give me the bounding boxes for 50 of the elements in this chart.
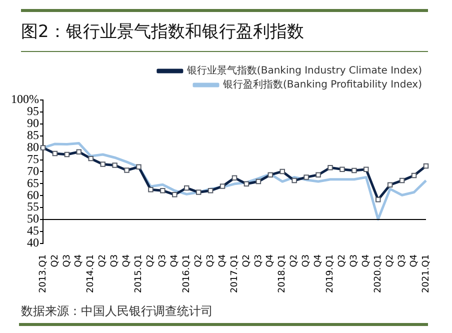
y-tick-label: 80 xyxy=(26,140,39,154)
y-tick-label: 85 xyxy=(26,128,39,142)
legend-label: 银行盈利指数(Banking Profitability Index) xyxy=(222,78,422,91)
x-tick-label: Q2 xyxy=(338,254,348,268)
source-note: 数据来源：中国人民银行调查统计司 xyxy=(21,303,213,320)
x-tick-label: Q3 xyxy=(158,254,168,268)
x-tick-label: 2015.Q1 xyxy=(134,254,144,294)
x-tick-label: 2020.Q1 xyxy=(373,254,384,294)
y-tick-label: 95 xyxy=(26,104,39,118)
x-tick-label: 2014.Q1 xyxy=(86,254,96,294)
x-tick-label: Q4 xyxy=(266,254,276,268)
x-tick-label: Q3 xyxy=(62,254,72,268)
y-tick-label: 55 xyxy=(26,200,39,214)
x-tick-label: 2017.Q1 xyxy=(230,254,240,294)
x-tick-label: Q4 xyxy=(409,254,420,268)
x-tick-label: Q2 xyxy=(98,254,108,268)
x-tick-label: Q4 xyxy=(122,254,132,268)
x-tick-label: 2013.Q1 xyxy=(38,254,48,294)
x-tick-label: Q2 xyxy=(290,254,300,268)
chart-title: 图2：银行业景气指数和银行盈利指数 xyxy=(21,21,304,43)
x-tick-label: Q3 xyxy=(254,254,264,268)
y-tick-label: 65 xyxy=(26,176,39,190)
y-tick-label: 45 xyxy=(26,224,39,238)
x-tick-label: Q2 xyxy=(385,254,396,268)
x-tick-label: 2021.Q1 xyxy=(421,254,432,294)
x-tick-label: 2016.Q1 xyxy=(182,254,192,294)
x-tick-label: Q4 xyxy=(218,254,228,268)
x-tick-label: Q3 xyxy=(397,254,408,268)
x-tick-label: 2019.Q1 xyxy=(326,254,336,294)
legend-label: 银行业景气指数(Banking Industry Climate Index) xyxy=(186,64,422,77)
x-tick-label: Q3 xyxy=(110,254,120,268)
y-tick-label: 70 xyxy=(26,164,39,178)
x-tick-label: Q2 xyxy=(242,254,252,268)
x-tick-label: Q2 xyxy=(50,254,60,268)
y-tick-label: 60 xyxy=(26,188,39,202)
x-tick-label: 2018.Q1 xyxy=(278,254,288,294)
x-tick-label: Q4 xyxy=(170,254,180,268)
x-tick-label: Q2 xyxy=(194,254,204,268)
y-tick-label: 40 xyxy=(26,236,39,250)
y-tick-label: 75 xyxy=(26,152,39,166)
y-tick-label: 100% xyxy=(10,92,39,106)
x-tick-label: Q4 xyxy=(314,254,324,268)
x-tick-label: Q4 xyxy=(362,254,372,268)
x-tick-label: Q3 xyxy=(302,254,312,268)
x-tick-label: Q3 xyxy=(206,254,216,268)
x-tick-label: Q2 xyxy=(146,254,156,268)
y-tick-label: 50 xyxy=(26,212,39,226)
y-tick-label: 90 xyxy=(26,116,39,130)
x-tick-label: Q4 xyxy=(74,254,84,268)
x-tick-label: Q3 xyxy=(350,254,360,268)
